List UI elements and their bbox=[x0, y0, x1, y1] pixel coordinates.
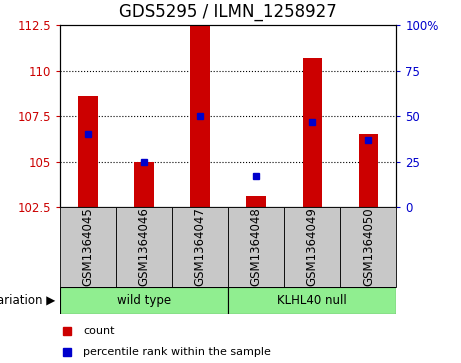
Bar bbox=[247, 196, 266, 207]
Text: wild type: wild type bbox=[117, 294, 171, 307]
Text: GSM1364045: GSM1364045 bbox=[82, 208, 95, 286]
Bar bbox=[190, 25, 210, 207]
Text: percentile rank within the sample: percentile rank within the sample bbox=[83, 347, 272, 356]
Text: count: count bbox=[83, 326, 115, 336]
FancyBboxPatch shape bbox=[60, 287, 228, 314]
Text: genotype/variation ▶: genotype/variation ▶ bbox=[0, 294, 55, 307]
FancyBboxPatch shape bbox=[116, 207, 172, 287]
FancyBboxPatch shape bbox=[172, 207, 228, 287]
Text: GSM1364050: GSM1364050 bbox=[362, 208, 375, 286]
Bar bbox=[302, 58, 322, 207]
FancyBboxPatch shape bbox=[340, 207, 396, 287]
Bar bbox=[134, 162, 154, 207]
Text: GSM1364046: GSM1364046 bbox=[137, 207, 151, 286]
FancyBboxPatch shape bbox=[60, 207, 116, 287]
Text: KLHL40 null: KLHL40 null bbox=[278, 294, 347, 307]
Text: GSM1364048: GSM1364048 bbox=[250, 208, 263, 286]
Bar bbox=[359, 134, 378, 207]
Title: GDS5295 / ILMN_1258927: GDS5295 / ILMN_1258927 bbox=[119, 3, 337, 21]
Text: GSM1364047: GSM1364047 bbox=[194, 207, 207, 286]
Text: GSM1364049: GSM1364049 bbox=[306, 207, 319, 286]
FancyBboxPatch shape bbox=[228, 207, 284, 287]
Bar bbox=[78, 96, 98, 207]
FancyBboxPatch shape bbox=[284, 207, 340, 287]
FancyBboxPatch shape bbox=[228, 287, 396, 314]
